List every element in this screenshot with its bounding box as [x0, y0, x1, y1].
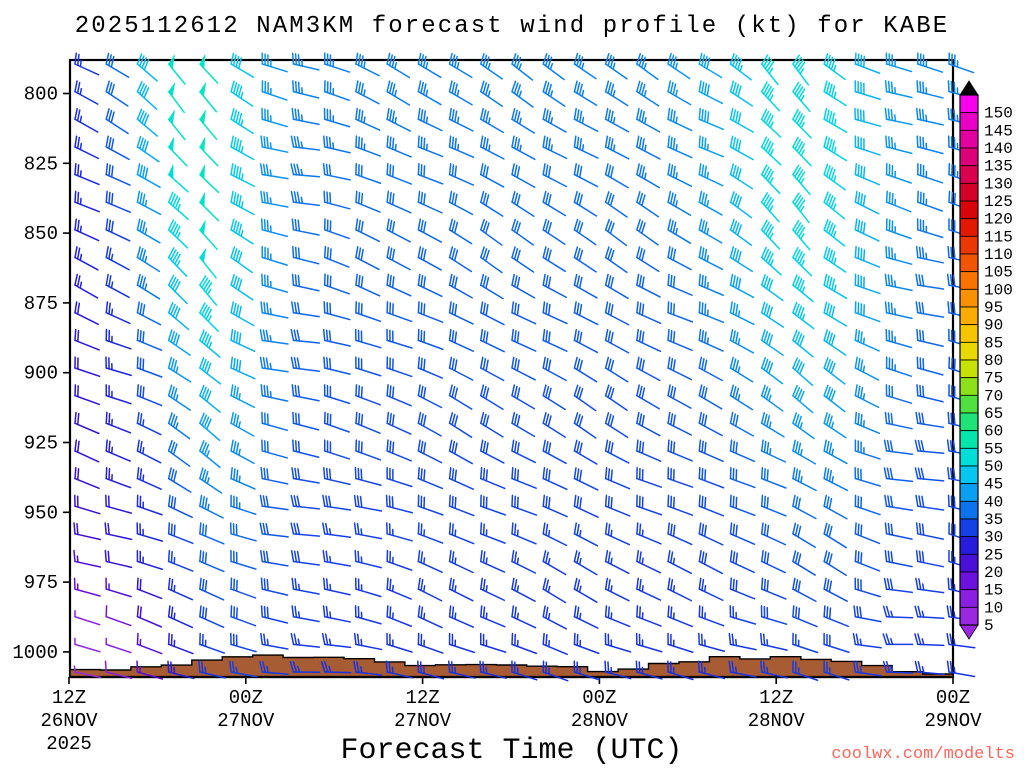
svg-text:75: 75 [984, 370, 1003, 388]
svg-text:12Z: 12Z [759, 687, 793, 709]
svg-text:130: 130 [984, 175, 1013, 193]
svg-text:1000: 1000 [12, 642, 58, 664]
svg-text:150: 150 [984, 105, 1013, 123]
svg-text:975: 975 [24, 572, 58, 594]
svg-text:70: 70 [984, 387, 1003, 405]
svg-text:30: 30 [984, 529, 1003, 547]
svg-text:115: 115 [984, 228, 1013, 246]
svg-text:coolwx.com/modelts: coolwx.com/modelts [831, 745, 1015, 764]
svg-text:105: 105 [984, 264, 1013, 282]
svg-text:00Z: 00Z [229, 687, 263, 709]
svg-text:25: 25 [984, 546, 1003, 564]
svg-text:90: 90 [984, 317, 1003, 335]
svg-text:45: 45 [984, 476, 1003, 494]
svg-text:12Z: 12Z [405, 687, 439, 709]
svg-text:125: 125 [984, 193, 1013, 211]
svg-text:5: 5 [984, 617, 994, 635]
svg-text:40: 40 [984, 493, 1003, 511]
svg-text:900: 900 [24, 363, 58, 385]
svg-text:28NOV: 28NOV [748, 710, 806, 732]
svg-text:875: 875 [24, 293, 58, 315]
svg-text:35: 35 [984, 511, 1003, 529]
svg-text:12Z: 12Z [52, 687, 86, 709]
svg-text:60: 60 [984, 423, 1003, 441]
svg-text:2025112612 NAM3KM forecast win: 2025112612 NAM3KM forecast wind profile … [75, 13, 950, 40]
svg-text:850: 850 [24, 223, 58, 245]
svg-text:825: 825 [24, 153, 58, 175]
svg-text:100: 100 [984, 281, 1013, 299]
svg-text:800: 800 [24, 84, 58, 106]
svg-text:85: 85 [984, 334, 1003, 352]
svg-text:950: 950 [24, 502, 58, 524]
svg-text:110: 110 [984, 246, 1013, 264]
svg-text:27NOV: 27NOV [217, 710, 275, 732]
svg-text:925: 925 [24, 433, 58, 455]
svg-text:00Z: 00Z [936, 687, 970, 709]
svg-text:29NOV: 29NOV [924, 710, 982, 732]
svg-text:20: 20 [984, 564, 1003, 582]
svg-text:28NOV: 28NOV [571, 710, 629, 732]
svg-text:135: 135 [984, 158, 1013, 176]
svg-text:10: 10 [984, 599, 1003, 617]
svg-text:Forecast Time (UTC): Forecast Time (UTC) [340, 734, 682, 768]
svg-text:50: 50 [984, 458, 1003, 476]
svg-text:15: 15 [984, 582, 1003, 600]
svg-text:27NOV: 27NOV [394, 710, 452, 732]
svg-text:95: 95 [984, 299, 1003, 317]
svg-text:80: 80 [984, 352, 1003, 370]
svg-text:00Z: 00Z [582, 687, 616, 709]
svg-text:120: 120 [984, 211, 1013, 229]
svg-text:65: 65 [984, 405, 1003, 423]
svg-text:145: 145 [984, 122, 1013, 140]
svg-text:2025: 2025 [46, 733, 92, 755]
svg-text:55: 55 [984, 440, 1003, 458]
svg-text:26NOV: 26NOV [40, 710, 98, 732]
svg-text:140: 140 [984, 140, 1013, 158]
